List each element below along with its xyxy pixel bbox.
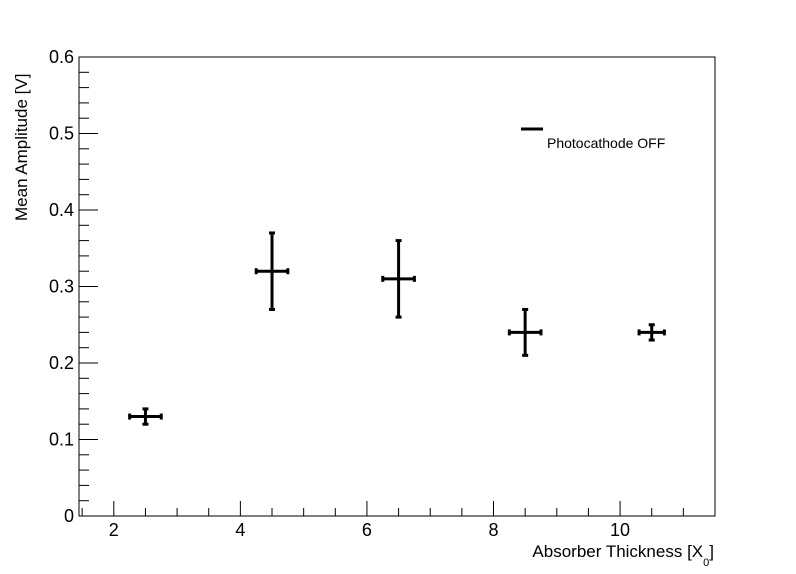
- x-tick-label: 6: [362, 520, 372, 540]
- x-tick-label: 4: [235, 520, 245, 540]
- y-tick-label: 0: [64, 506, 74, 526]
- legend-label: Photocathode OFF: [547, 135, 665, 151]
- data-point: [381, 239, 416, 319]
- y-tick-label: 0.2: [49, 353, 74, 373]
- x-axis-ticks: 2 4 6 8 10: [81, 501, 716, 540]
- y-tick-label: 0.1: [49, 430, 74, 450]
- data-points: [128, 231, 666, 426]
- y-tick-label: 0.6: [49, 47, 74, 67]
- data-point: [637, 323, 666, 342]
- legend: Photocathode OFF: [521, 127, 665, 151]
- x-tick-label: 2: [109, 520, 119, 540]
- data-point: [507, 307, 543, 357]
- data-point: [254, 231, 290, 311]
- y-axis-title: Mean Amplitude [V]: [12, 74, 31, 221]
- y-tick-label: 0.5: [49, 124, 74, 144]
- x-axis-title: Absorber Thickness [X0]: [532, 542, 714, 569]
- y-tick-label: 0.3: [49, 277, 74, 297]
- y-tick-label: 0.4: [49, 200, 74, 220]
- data-point: [128, 407, 163, 426]
- x-tick-label: 8: [488, 520, 498, 540]
- x-tick-label: 10: [610, 520, 630, 540]
- y-axis-ticks: 0 0.1 0.2 0.3 0.4 0.5 0.6: [49, 47, 98, 526]
- plot-frame: [78, 56, 716, 517]
